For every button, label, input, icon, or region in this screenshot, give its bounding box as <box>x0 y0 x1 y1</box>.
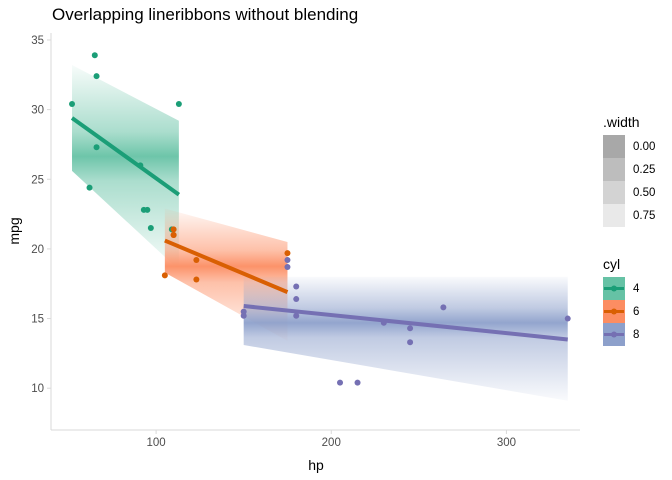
fit-line-cyl-8 <box>243 304 568 342</box>
cyl-legend-label: 6 <box>633 306 639 318</box>
width-legend-key <box>603 135 625 158</box>
ribbon-cyl-4 <box>72 65 179 270</box>
data-point-cyl-8 <box>293 296 300 303</box>
cyl-legend-label: 8 <box>633 329 639 341</box>
width-legend-label: 0.75 <box>633 210 655 222</box>
data-point-cyl-8 <box>380 319 387 326</box>
data-point-cyl-4 <box>175 101 182 108</box>
chart-title: Overlapping lineribbons without blending <box>52 5 358 24</box>
axes: 100 200 300 10 15 20 25 30 35 <box>31 33 580 449</box>
plot-area <box>69 52 571 401</box>
data-point-cyl-8 <box>564 315 571 322</box>
data-point-cyl-8 <box>284 264 291 271</box>
ribbon-cyl-8 <box>243 276 568 401</box>
data-point-cyl-6 <box>161 272 168 279</box>
y-tick-label: 20 <box>31 244 44 256</box>
y-tick-label: 10 <box>31 383 44 395</box>
data-point-cyl-8 <box>293 312 300 319</box>
width-legend-label: 0.25 <box>633 164 655 176</box>
data-point-cyl-8 <box>440 304 447 311</box>
cyl-legend-point <box>611 331 617 338</box>
cyl-legend-label: 4 <box>633 283 640 295</box>
data-point-cyl-8 <box>240 312 247 319</box>
data-point-cyl-8 <box>337 379 344 386</box>
data-point-cyl-4 <box>93 73 100 80</box>
data-point-cyl-4 <box>137 162 144 169</box>
data-point-cyl-8 <box>407 325 414 332</box>
cyl-legend-point <box>611 308 617 315</box>
width-legend-key <box>603 204 625 227</box>
fit-line-cyl-6 <box>164 238 289 294</box>
fit-line-cyl-4 <box>70 116 181 197</box>
width-legend-title: .width <box>603 114 640 130</box>
x-tick-label: 100 <box>147 437 166 449</box>
width-legend-label: 0.00 <box>633 141 655 153</box>
data-point-cyl-4 <box>93 144 100 151</box>
data-point-cyl-8 <box>407 339 414 346</box>
data-point-cyl-8 <box>354 379 361 386</box>
x-axis-title: hp <box>308 457 324 473</box>
data-point-cyl-8 <box>284 257 291 264</box>
y-axis-title: mpg <box>6 217 22 244</box>
data-point-cyl-4 <box>86 184 93 191</box>
data-point-cyl-4 <box>144 206 151 213</box>
data-point-cyl-4 <box>69 101 76 108</box>
data-point-cyl-8 <box>240 308 247 315</box>
width-legend-label: 0.50 <box>633 187 655 199</box>
y-tick-label: 25 <box>31 174 44 186</box>
x-tick-label: 300 <box>497 437 516 449</box>
cyl-legend-title: cyl <box>603 256 620 272</box>
width-legend-key <box>603 181 625 204</box>
data-point-cyl-6 <box>193 276 200 283</box>
width-legend-key <box>603 158 625 181</box>
data-point-cyl-4 <box>91 52 98 59</box>
legend: .width cyl 0.00 0.25 0.50 0.75 4 6 8 <box>603 114 655 346</box>
y-tick-label: 15 <box>31 314 44 326</box>
y-tick-label: 35 <box>31 35 44 47</box>
data-point-cyl-6 <box>170 226 177 233</box>
data-point-cyl-6 <box>170 231 177 238</box>
x-tick-label: 200 <box>322 437 341 449</box>
data-point-cyl-4 <box>147 225 154 232</box>
data-point-cyl-6 <box>284 250 291 257</box>
data-point-cyl-8 <box>293 283 300 290</box>
data-point-cyl-6 <box>193 257 200 264</box>
cyl-legend-point <box>611 285 617 292</box>
y-tick-label: 30 <box>31 105 44 117</box>
